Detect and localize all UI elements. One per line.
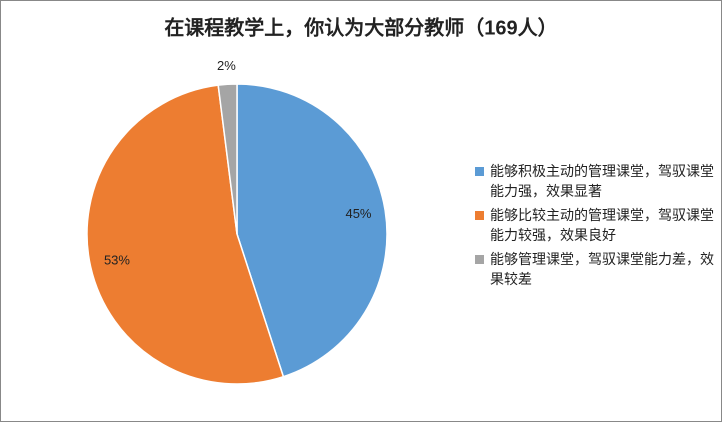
pie-slice [236, 83, 388, 378]
legend-item: 能够积极主动的管理课堂，驾驭课堂能力强，效果显著 [475, 161, 715, 201]
legend-item: 能够比较主动的管理课堂，驾驭课堂能力较强，效果良好 [475, 205, 715, 245]
data-label: 45% [345, 206, 371, 221]
pie-slice [86, 84, 285, 385]
data-label: 2% [217, 58, 236, 73]
legend-label: 能够比较主动的管理课堂，驾驭课堂能力较强，效果良好 [490, 207, 714, 243]
legend-label: 能够管理课堂，驾驭课堂能力差，效果较差 [490, 251, 714, 287]
pie-slice [217, 83, 238, 235]
legend-swatch [475, 167, 484, 176]
legend-item: 能够管理课堂，驾驭课堂能力差，效果较差 [475, 249, 715, 289]
legend-swatch [475, 211, 484, 220]
data-label: 53% [104, 252, 130, 267]
legend: 能够积极主动的管理课堂，驾驭课堂能力强，效果显著 能够比较主动的管理课堂，驾驭课堂… [475, 161, 715, 293]
legend-swatch [475, 255, 484, 264]
legend-label: 能够积极主动的管理课堂，驾驭课堂能力强，效果显著 [490, 163, 714, 199]
chart-title: 在课程教学上，你认为大部分教师（169人） [164, 15, 557, 39]
